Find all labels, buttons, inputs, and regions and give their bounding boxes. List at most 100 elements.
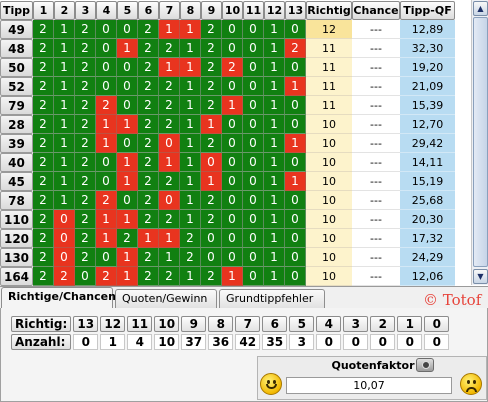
- tipp-cell[interactable]: 1: [201, 115, 222, 134]
- tipp-cell[interactable]: 2: [201, 39, 222, 58]
- tipp-cell[interactable]: 1: [159, 20, 180, 39]
- tipp-cell[interactable]: 1: [264, 134, 285, 153]
- tipp-cell[interactable]: 0: [243, 172, 264, 191]
- tipp-cell[interactable]: 0: [222, 210, 243, 229]
- header-col-13[interactable]: 13: [285, 1, 306, 20]
- tipp-cell[interactable]: 2: [138, 248, 159, 267]
- tab-richtige-chancen[interactable]: Richtige/Chancen: [1, 287, 116, 309]
- tipp-cell[interactable]: 1: [180, 58, 201, 77]
- tipp-number[interactable]: 49: [0, 20, 33, 39]
- tipp-cell[interactable]: 1: [117, 267, 138, 286]
- tipp-cell[interactable]: 1: [180, 210, 201, 229]
- tipp-cell[interactable]: 0: [243, 58, 264, 77]
- tipp-cell[interactable]: 0: [222, 134, 243, 153]
- vertical-scrollbar[interactable]: ▲ ▼: [471, 0, 488, 285]
- tipp-cell[interactable]: 1: [180, 191, 201, 210]
- tipp-cell[interactable]: 1: [180, 115, 201, 134]
- tipp-cell[interactable]: 2: [201, 210, 222, 229]
- tipp-cell[interactable]: 0: [96, 77, 117, 96]
- header-tipp[interactable]: Tipp: [0, 1, 33, 20]
- tipp-cell[interactable]: 1: [264, 77, 285, 96]
- tipp-cell[interactable]: 0: [117, 191, 138, 210]
- table-row[interactable]: 39 2 1 2 1 0 2 0 1 2 0 0 1 1 10 --- 29,42: [0, 134, 455, 153]
- tipp-cell[interactable]: 2: [138, 96, 159, 115]
- tipp-cell[interactable]: 1: [159, 58, 180, 77]
- table-row[interactable]: 52 2 1 2 0 0 2 2 1 2 0 0 1 1 11 --- 21,09: [0, 77, 455, 96]
- tipp-number[interactable]: 130: [0, 248, 33, 267]
- table-row[interactable]: 45 2 1 2 0 1 2 2 1 1 0 0 1 1 10 --- 15,19: [0, 172, 455, 191]
- tipp-cell[interactable]: 0: [285, 153, 306, 172]
- tipp-cell[interactable]: 1: [159, 153, 180, 172]
- tipp-cell[interactable]: 1: [54, 96, 75, 115]
- tipp-cell[interactable]: 2: [96, 96, 117, 115]
- tipp-cell[interactable]: 1: [138, 229, 159, 248]
- tipp-cell[interactable]: 2: [201, 20, 222, 39]
- tipp-cell[interactable]: 2: [138, 153, 159, 172]
- tipp-cell[interactable]: 1: [117, 39, 138, 58]
- tipp-cell[interactable]: 1: [117, 115, 138, 134]
- tipp-cell[interactable]: 1: [264, 172, 285, 191]
- tipp-cell[interactable]: 0: [96, 153, 117, 172]
- header-tipp-qf[interactable]: Tipp-QF: [400, 1, 455, 20]
- tipp-cell[interactable]: 2: [138, 191, 159, 210]
- tipp-cell[interactable]: 0: [243, 248, 264, 267]
- tipp-cell[interactable]: 2: [33, 210, 54, 229]
- tipp-cell[interactable]: 0: [243, 96, 264, 115]
- tipp-cell[interactable]: 1: [117, 248, 138, 267]
- tipp-cell[interactable]: 2: [33, 115, 54, 134]
- tipp-cell[interactable]: 1: [117, 210, 138, 229]
- tipp-cell[interactable]: 2: [75, 39, 96, 58]
- tipp-cell[interactable]: 0: [285, 191, 306, 210]
- tipp-cell[interactable]: 2: [75, 172, 96, 191]
- header-col-8[interactable]: 8: [180, 1, 201, 20]
- table-row[interactable]: 130 2 0 2 0 1 2 1 2 0 0 0 1 0 10 --- 24,29: [0, 248, 455, 267]
- header-col-11[interactable]: 11: [243, 1, 264, 20]
- tipp-cell[interactable]: 2: [138, 77, 159, 96]
- header-col-3[interactable]: 3: [75, 1, 96, 20]
- tipp-cell[interactable]: 1: [54, 77, 75, 96]
- table-row[interactable]: 120 2 0 2 1 2 1 1 2 0 0 0 1 0 10 --- 17,32: [0, 229, 455, 248]
- tipp-cell[interactable]: 2: [285, 39, 306, 58]
- tipp-cell[interactable]: 1: [285, 172, 306, 191]
- tipp-cell[interactable]: 1: [54, 191, 75, 210]
- tipp-cell[interactable]: 2: [33, 248, 54, 267]
- tipp-cell[interactable]: 2: [159, 77, 180, 96]
- header-col-1[interactable]: 1: [33, 1, 54, 20]
- tipp-cell[interactable]: 1: [54, 58, 75, 77]
- tipp-cell[interactable]: 1: [285, 134, 306, 153]
- tipp-cell[interactable]: 2: [75, 115, 96, 134]
- tipp-cell[interactable]: 0: [285, 267, 306, 286]
- tipp-cell[interactable]: 1: [180, 172, 201, 191]
- tipp-number[interactable]: 110: [0, 210, 33, 229]
- tipp-cell[interactable]: 2: [33, 229, 54, 248]
- tipp-number[interactable]: 120: [0, 229, 33, 248]
- tipp-number[interactable]: 79: [0, 96, 33, 115]
- tipp-cell[interactable]: 1: [96, 229, 117, 248]
- tipp-cell[interactable]: 1: [180, 77, 201, 96]
- tipp-cell[interactable]: 1: [159, 248, 180, 267]
- tipp-cell[interactable]: 1: [264, 210, 285, 229]
- tipp-cell[interactable]: 2: [159, 267, 180, 286]
- tipp-cell[interactable]: 1: [264, 248, 285, 267]
- tipp-cell[interactable]: 1: [264, 58, 285, 77]
- tipp-cell[interactable]: 2: [75, 191, 96, 210]
- header-col-5[interactable]: 5: [117, 1, 138, 20]
- tipp-cell[interactable]: 0: [222, 77, 243, 96]
- tipp-number[interactable]: 39: [0, 134, 33, 153]
- header-col-9[interactable]: 9: [201, 1, 222, 20]
- tipp-cell[interactable]: 1: [54, 39, 75, 58]
- tipp-cell[interactable]: 1: [180, 20, 201, 39]
- tipp-cell[interactable]: 1: [264, 115, 285, 134]
- tipp-cell[interactable]: 0: [54, 229, 75, 248]
- tipp-cell[interactable]: 0: [159, 134, 180, 153]
- tipp-cell[interactable]: 0: [117, 20, 138, 39]
- tipp-cell[interactable]: 0: [54, 248, 75, 267]
- scroll-down-icon[interactable]: ▼: [473, 269, 488, 284]
- tipp-cell[interactable]: 2: [138, 20, 159, 39]
- tipp-cell[interactable]: 0: [285, 96, 306, 115]
- tipp-cell[interactable]: 2: [138, 267, 159, 286]
- header-col-6[interactable]: 6: [138, 1, 159, 20]
- tipp-number[interactable]: 52: [0, 77, 33, 96]
- header-col-2[interactable]: 2: [54, 1, 75, 20]
- tipp-cell[interactable]: 0: [75, 267, 96, 286]
